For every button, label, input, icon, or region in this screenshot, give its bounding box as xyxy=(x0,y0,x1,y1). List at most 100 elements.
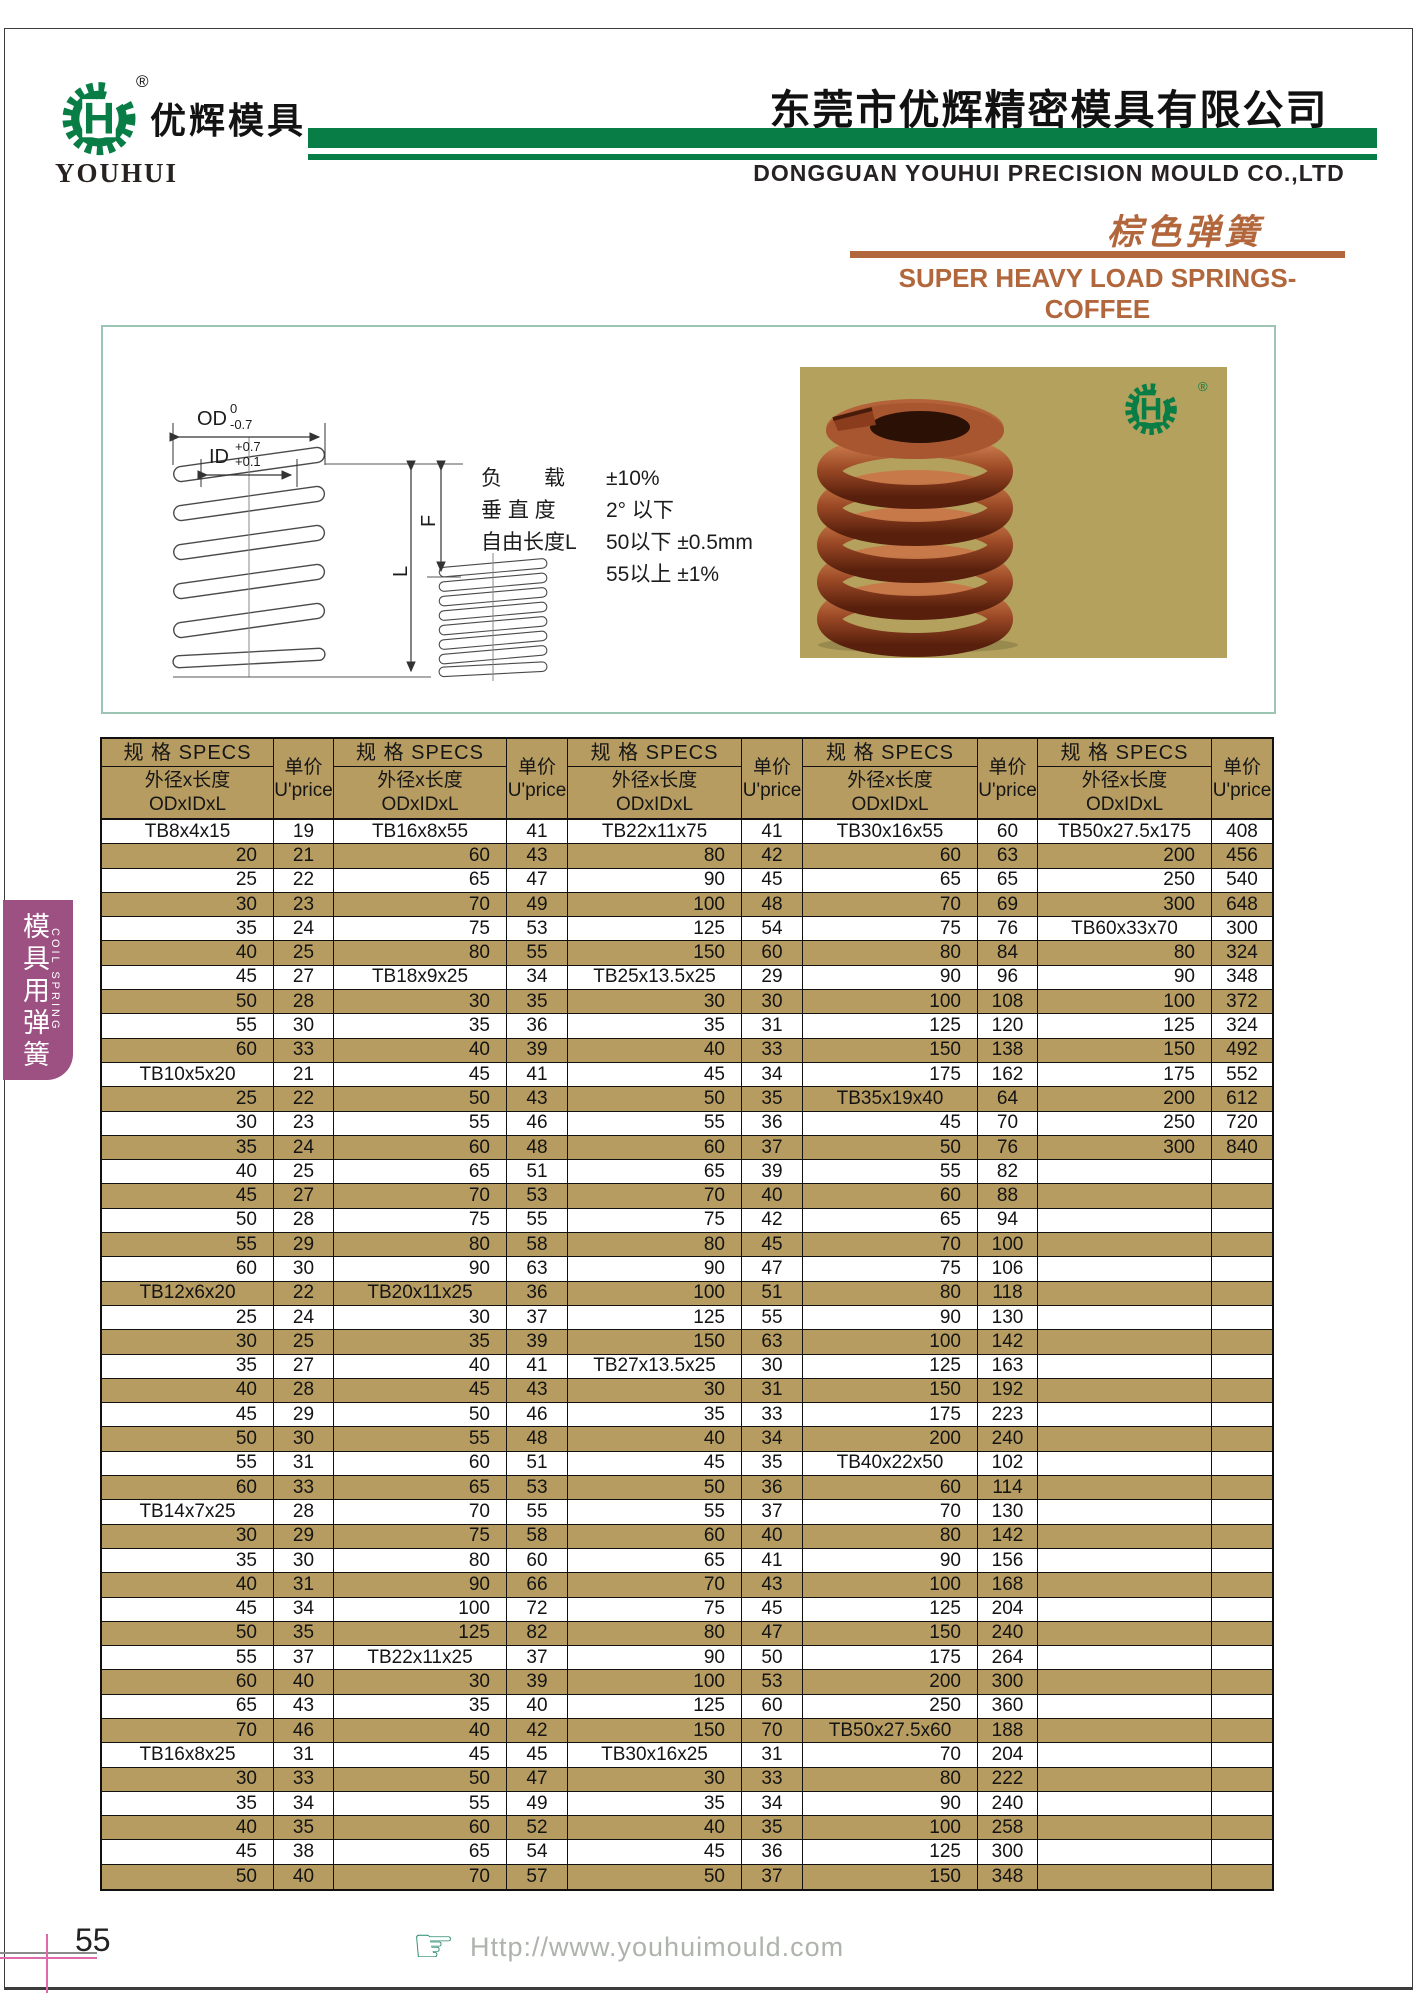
spec-cell: 30 xyxy=(102,1524,274,1549)
spec-value: 55以上 ±1% xyxy=(606,563,719,586)
spec-cell: 80 xyxy=(803,1524,978,1549)
price-cell xyxy=(1212,1427,1272,1452)
spec-cell: 25 xyxy=(102,1305,274,1331)
spec-cell: 300 xyxy=(1038,892,1212,918)
spec-cell: 45 xyxy=(334,1743,507,1768)
spec-cell: 45 xyxy=(102,1597,274,1622)
price-cell xyxy=(1212,1306,1272,1331)
spec-cell: 50 xyxy=(568,1476,742,1501)
spec-cell: TB16x8x55 xyxy=(334,820,507,845)
coffee-spring-photo: H H ® xyxy=(800,367,1227,658)
spec-value: 2° 以下 xyxy=(606,499,674,522)
price-cell xyxy=(1212,1452,1272,1477)
spec-cell: 90 xyxy=(334,1573,507,1598)
price-cell: 25 xyxy=(274,1330,334,1355)
price-cell: 43 xyxy=(507,1087,568,1112)
spec-cell: TB16x8x25 xyxy=(102,1743,274,1768)
price-cell: 84 xyxy=(978,941,1038,966)
price-cell: 300 xyxy=(1212,917,1272,942)
spec-cell: 60 xyxy=(102,1476,274,1501)
spec-cell: 90 xyxy=(568,1257,742,1282)
spec-cell: TB60x33x70 xyxy=(1038,917,1212,942)
spec-cell: 65 xyxy=(568,1160,742,1185)
price-cell: 29 xyxy=(274,1524,334,1549)
photo-registered-mark: ® xyxy=(1198,379,1208,394)
price-cell: 88 xyxy=(978,1184,1038,1209)
price-cell xyxy=(1212,1281,1272,1306)
spec-cell xyxy=(1038,1864,1212,1890)
spec-cell: 150 xyxy=(1038,1038,1212,1063)
spec-cell: TB18x9x25 xyxy=(334,965,507,991)
spec-cell: 100 xyxy=(334,1597,507,1622)
price-cell xyxy=(1212,1500,1272,1525)
photo-gear-logo-icon: H H xyxy=(1125,377,1179,435)
spec-cell: 70 xyxy=(102,1718,274,1744)
price-cell: 168 xyxy=(978,1573,1038,1598)
price-cell: 30 xyxy=(742,990,803,1015)
spec-cell: 40 xyxy=(334,1354,507,1379)
spec-cell: 50 xyxy=(102,1621,274,1647)
price-cell: 29 xyxy=(742,965,803,991)
price-cell: 28 xyxy=(274,1500,334,1525)
spec-cell: 150 xyxy=(568,1330,742,1355)
price-cell: 156 xyxy=(978,1548,1038,1574)
spec-cell: TB35x19x40 xyxy=(803,1087,978,1112)
spec-cell: 35 xyxy=(568,1403,742,1428)
spec-cell: 200 xyxy=(1038,844,1212,869)
spec-cell: 65 xyxy=(568,1548,742,1574)
spec-cell: TB27x13.5x25 xyxy=(568,1354,742,1379)
spec-cell: 70 xyxy=(803,1233,978,1258)
spec-cell: 60 xyxy=(102,1670,274,1695)
price-cell xyxy=(1212,1767,1272,1792)
price-cell: 43 xyxy=(742,1573,803,1598)
spec-cell xyxy=(1038,1476,1212,1501)
price-cell: 58 xyxy=(507,1524,568,1549)
spec-cell: 50 xyxy=(102,990,274,1015)
spec-cell: 50 xyxy=(334,1087,507,1112)
spec-cell: 60 xyxy=(334,1451,507,1477)
price-cell xyxy=(1212,1598,1272,1622)
spec-cell: 65 xyxy=(334,1476,507,1501)
price-cell: 648 xyxy=(1212,892,1272,918)
spec-cell: 125 xyxy=(803,1597,978,1622)
spec-cell xyxy=(1038,1305,1212,1331)
price-cell: 29 xyxy=(274,1233,334,1258)
company-name-en: DONGGUAN YOUHUI PRECISION MOULD CO.,LTD xyxy=(753,160,1345,186)
header-size: 外径x长度 ODxIDxL xyxy=(334,767,507,820)
spec-cell: 60 xyxy=(568,1524,742,1549)
price-cell: 264 xyxy=(978,1646,1038,1671)
price-cell xyxy=(1212,1621,1272,1647)
price-cell: 30 xyxy=(274,1257,334,1282)
spec-cell: TB12x6x20 xyxy=(102,1281,274,1306)
spec-cell: 60 xyxy=(568,1135,742,1161)
price-cell: 47 xyxy=(742,1257,803,1282)
price-cell: 51 xyxy=(742,1281,803,1306)
brown-underline xyxy=(850,251,1345,258)
spec-cell: 40 xyxy=(102,1573,274,1598)
price-cell: 33 xyxy=(742,1767,803,1792)
spec-cell: 100 xyxy=(1038,990,1212,1015)
spec-label: 自由长度L xyxy=(481,531,577,554)
price-cell: 408 xyxy=(1212,820,1272,845)
price-cell xyxy=(1212,1864,1272,1890)
spec-cell: 80 xyxy=(334,941,507,966)
price-cell: 33 xyxy=(742,1038,803,1063)
spec-cell: 55 xyxy=(568,1111,742,1136)
header-price: 单价 U'price xyxy=(978,739,1038,820)
price-cell xyxy=(1212,1573,1272,1598)
price-cell: 53 xyxy=(742,1670,803,1695)
price-cell: 30 xyxy=(274,1548,334,1574)
price-cell: 70 xyxy=(978,1111,1038,1136)
price-cell: 348 xyxy=(978,1864,1038,1890)
price-cell: 31 xyxy=(742,1378,803,1404)
spec-cell: 55 xyxy=(102,1233,274,1258)
price-cell: 142 xyxy=(978,1330,1038,1355)
spec-cell xyxy=(1038,1548,1212,1574)
price-cell: 46 xyxy=(274,1718,334,1744)
website-url[interactable]: Http://www.youhuimould.com xyxy=(470,1932,845,1962)
spec-cell: 30 xyxy=(334,1305,507,1331)
spec-cell: 55 xyxy=(334,1791,507,1817)
price-cell: 41 xyxy=(742,820,803,845)
spec-cell xyxy=(1038,1524,1212,1549)
